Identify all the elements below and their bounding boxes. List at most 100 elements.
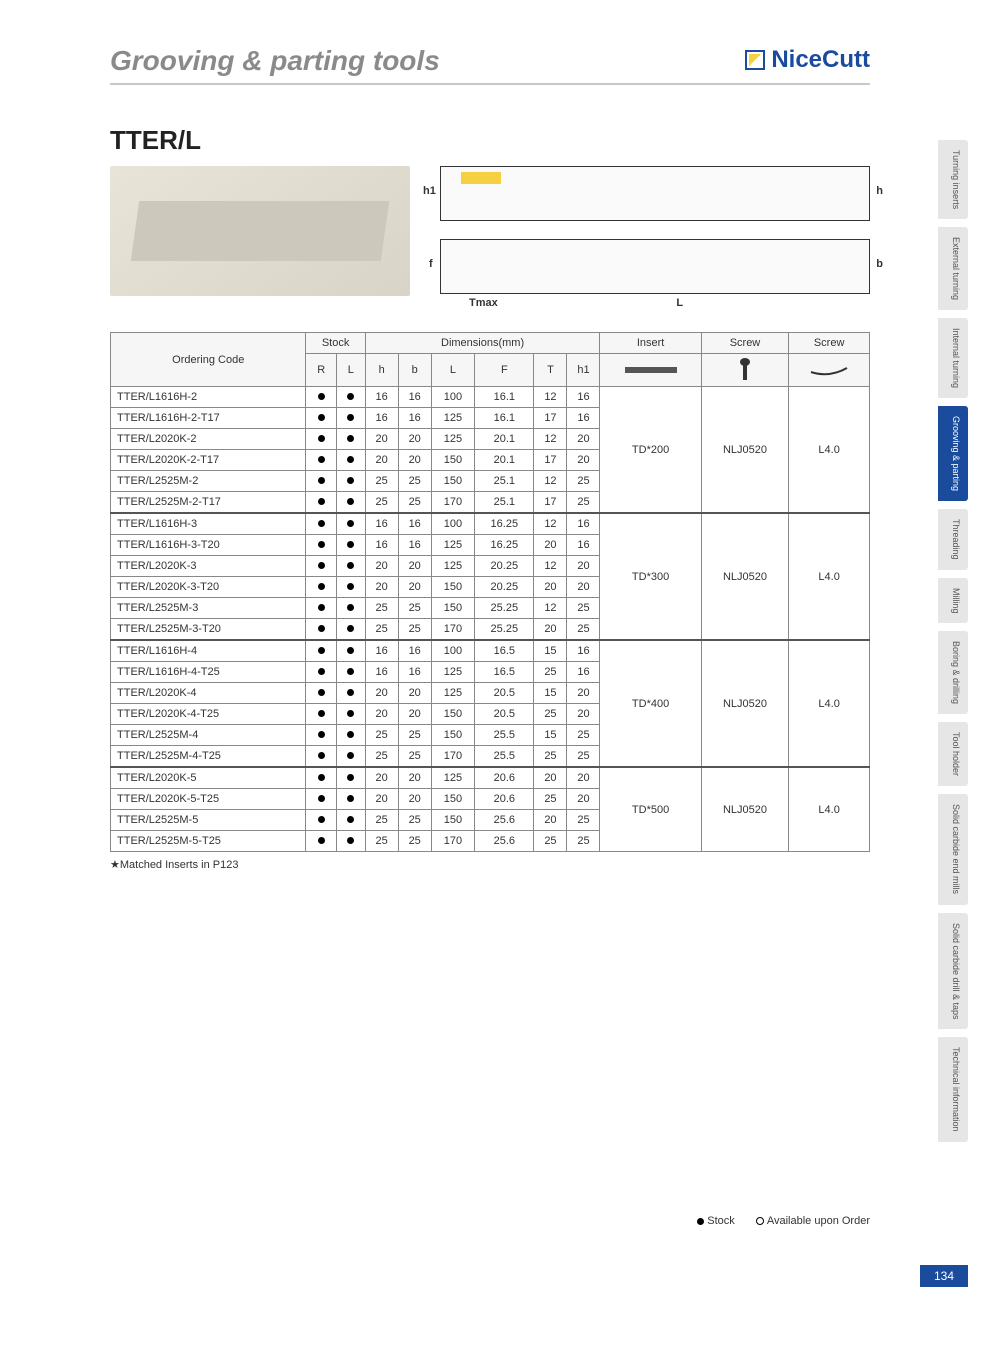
cell-stock-r — [306, 767, 337, 789]
cell-F: 20.1 — [475, 450, 534, 471]
cell-screw1: NLJ0520 — [701, 640, 789, 767]
cell-L: 150 — [431, 450, 475, 471]
cell-F: 16.5 — [475, 640, 534, 662]
cell-b: 20 — [398, 577, 431, 598]
side-tab[interactable]: Turning inserts — [938, 140, 968, 219]
cell-h: 16 — [365, 662, 398, 683]
cell-stock-r — [306, 746, 337, 768]
side-tab[interactable]: Tool holder — [938, 722, 968, 786]
cell-L: 150 — [431, 577, 475, 598]
th-dimensions: Dimensions(mm) — [365, 333, 600, 354]
cell-L: 100 — [431, 513, 475, 535]
cell-b: 25 — [398, 471, 431, 492]
side-tab[interactable]: Technical information — [938, 1037, 968, 1142]
cell-T: 25 — [534, 831, 567, 852]
cell-F: 20.25 — [475, 577, 534, 598]
cell-code: TTER/L2020K-3 — [111, 556, 306, 577]
cell-T: 17 — [534, 450, 567, 471]
diagram-top-view: f b Tmax L — [440, 239, 870, 294]
cell-stock-l — [337, 408, 366, 429]
cell-T: 12 — [534, 429, 567, 450]
cell-h: 25 — [365, 471, 398, 492]
th-b: b — [398, 354, 431, 387]
cell-h1: 25 — [567, 725, 600, 746]
cell-b: 20 — [398, 767, 431, 789]
cell-code: TTER/L2525M-5 — [111, 810, 306, 831]
cell-code: TTER/L2020K-5-T25 — [111, 789, 306, 810]
cell-stock-l — [337, 767, 366, 789]
cell-F: 20.5 — [475, 704, 534, 725]
cell-code: TTER/L2020K-3-T20 — [111, 577, 306, 598]
cell-screw1: NLJ0520 — [701, 513, 789, 640]
cell-F: 25.1 — [475, 471, 534, 492]
brand-icon — [745, 50, 765, 70]
cell-insert: TD*200 — [600, 387, 701, 514]
cell-stock-l — [337, 471, 366, 492]
cell-stock-l — [337, 492, 366, 514]
cell-F: 25.25 — [475, 598, 534, 619]
cell-screw2: L4.0 — [789, 387, 870, 514]
cell-stock-l — [337, 450, 366, 471]
side-tab[interactable]: Solid carbide drill & taps — [938, 913, 968, 1030]
cell-T: 17 — [534, 492, 567, 514]
cell-b: 16 — [398, 662, 431, 683]
th-R: R — [306, 354, 337, 387]
cell-insert: TD*400 — [600, 640, 701, 767]
cell-stock-r — [306, 492, 337, 514]
cell-L: 150 — [431, 725, 475, 746]
side-tab[interactable]: Threading — [938, 509, 968, 570]
side-tab[interactable]: External turning — [938, 227, 968, 310]
side-tab[interactable]: Boring & drilling — [938, 631, 968, 714]
cell-L: 150 — [431, 471, 475, 492]
cell-h: 20 — [365, 577, 398, 598]
side-tab[interactable]: Milling — [938, 578, 968, 624]
cell-h1: 25 — [567, 810, 600, 831]
cell-L: 170 — [431, 619, 475, 641]
cell-stock-l — [337, 746, 366, 768]
cell-code: TTER/L1616H-2 — [111, 387, 306, 408]
cell-L: 100 — [431, 387, 475, 408]
cell-b: 20 — [398, 556, 431, 577]
cell-h1: 25 — [567, 619, 600, 641]
cell-h: 20 — [365, 683, 398, 704]
cell-stock-r — [306, 556, 337, 577]
th-T: T — [534, 354, 567, 387]
cell-b: 25 — [398, 831, 431, 852]
cell-F: 20.5 — [475, 683, 534, 704]
page-title: Grooving & parting tools — [110, 45, 440, 77]
side-tab[interactable]: Grooving & parting — [938, 406, 968, 501]
side-tab[interactable]: Solid carbide end mills — [938, 794, 968, 904]
cell-code: TTER/L2525M-2-T17 — [111, 492, 306, 514]
brand-name: NiceCutt — [771, 46, 870, 74]
th-ordering-code: Ordering Code — [111, 333, 306, 387]
technical-diagrams: h1 h f b Tmax L — [440, 166, 870, 312]
cell-stock-r — [306, 450, 337, 471]
cell-h: 16 — [365, 535, 398, 556]
page-number: 134 — [920, 1265, 968, 1287]
cell-stock-l — [337, 577, 366, 598]
screw1-icon — [701, 354, 789, 387]
th-Ldim: L — [431, 354, 475, 387]
cell-b: 25 — [398, 492, 431, 514]
cell-code: TTER/L2525M-5-T25 — [111, 831, 306, 852]
cell-h: 16 — [365, 513, 398, 535]
cell-T: 12 — [534, 513, 567, 535]
cell-stock-l — [337, 535, 366, 556]
cell-stock-l — [337, 598, 366, 619]
product-title: TTER/L — [110, 125, 870, 156]
cell-h1: 20 — [567, 556, 600, 577]
cell-L: 125 — [431, 683, 475, 704]
cell-b: 16 — [398, 640, 431, 662]
cell-insert: TD*500 — [600, 767, 701, 852]
cell-stock-r — [306, 725, 337, 746]
cell-stock-r — [306, 408, 337, 429]
side-tab[interactable]: Internal turning — [938, 318, 968, 398]
cell-h: 25 — [365, 619, 398, 641]
cell-h1: 16 — [567, 535, 600, 556]
cell-b: 25 — [398, 598, 431, 619]
cell-insert: TD*300 — [600, 513, 701, 640]
product-photo — [110, 166, 410, 296]
cell-stock-r — [306, 810, 337, 831]
cell-b: 16 — [398, 513, 431, 535]
cell-stock-l — [337, 387, 366, 408]
